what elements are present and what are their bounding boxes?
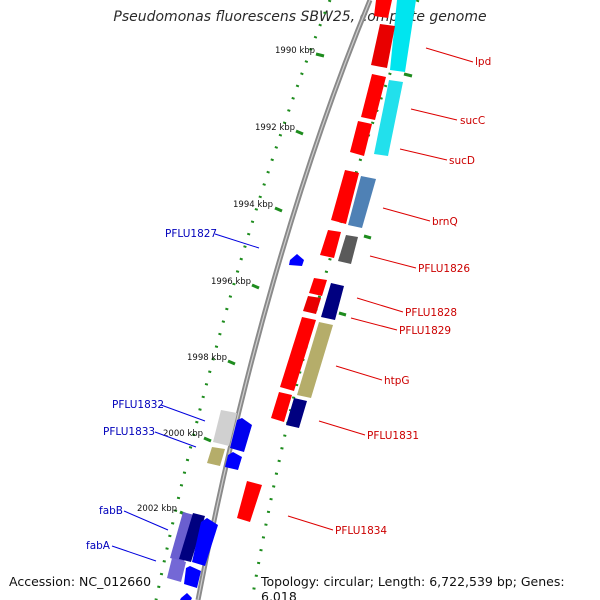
gene-box-fabB-2[interactable] <box>179 513 205 562</box>
gene-arrow-sucD[interactable] <box>350 121 372 156</box>
gene-arrow-PFLU1831[interactable] <box>271 392 292 422</box>
gene-labels-forward: lpd sucC sucD brnQ PFLU1826 PFLU1828 PFL… <box>335 56 491 537</box>
gene-arrow-PFLU1827[interactable] <box>289 254 304 266</box>
tick-ring-outer <box>250 0 420 600</box>
gene-box-brnQ[interactable] <box>348 176 376 228</box>
genome-backbone <box>195 0 373 600</box>
gene-label-PFLU1834[interactable]: PFLU1834 <box>335 525 387 537</box>
tick-label: 1994 kbp <box>233 200 273 210</box>
gene-arrow-PFLU1834[interactable] <box>237 481 262 522</box>
gene-label-brnQ[interactable]: brnQ <box>432 216 458 228</box>
gene-box-sucC[interactable] <box>374 80 403 156</box>
accession-label: Accession: NC_012660 <box>9 574 152 589</box>
gene-arrow-sucC[interactable] <box>361 74 386 120</box>
genome-backbone-highlight <box>197 0 371 600</box>
gene-label-sucD[interactable]: sucD <box>449 155 475 167</box>
gene-box-PFLU1828[interactable] <box>321 283 344 320</box>
gene-label-PFLU1826[interactable]: PFLU1826 <box>418 263 470 275</box>
label-leaders-reverse <box>111 233 260 562</box>
tick-label: 2000 kbp <box>163 429 203 439</box>
gene-label-PFLU1829[interactable]: PFLU1829 <box>399 325 451 337</box>
gene-label-lpd[interactable]: lpd <box>475 56 491 68</box>
gene-arrow-htpG[interactable] <box>280 317 316 391</box>
tick-label: 1990 kbp <box>275 46 315 56</box>
reverse-genes <box>167 254 304 600</box>
gene-label-fabA[interactable]: fabA <box>86 540 111 552</box>
gene-label-sucC[interactable]: sucC <box>460 115 485 127</box>
gene-arrow-PFLU1828[interactable] <box>309 278 327 296</box>
gene-label-PFLU1828[interactable]: PFLU1828 <box>405 307 457 319</box>
tick-label: 1992 kbp <box>255 123 295 133</box>
gene-box-fabA[interactable] <box>167 558 186 582</box>
gene-arrow-PFLU1833[interactable] <box>225 452 242 470</box>
gene-arrow-PFLU1829[interactable] <box>303 296 321 314</box>
tick-ring-inner <box>154 0 332 600</box>
gene-box-PFLU1832[interactable] <box>213 410 237 446</box>
gene-label-PFLU1831[interactable]: PFLU1831 <box>367 430 419 442</box>
topology-label: Topology: circular; Length: 6,722,539 bp… <box>261 574 600 600</box>
gene-box-PFLU1826[interactable] <box>338 235 358 264</box>
tick-label: 1996 kbp <box>211 277 251 287</box>
gene-arrow-brnQ[interactable] <box>331 170 359 224</box>
gene-label-PFLU1827[interactable]: PFLU1827 <box>165 228 217 240</box>
gene-arrow-PFLU1832[interactable] <box>230 418 252 452</box>
gene-labels-reverse: PFLU1827 PFLU1832 PFLU1833 fabB fabA <box>86 228 217 552</box>
map-title: Pseudomonas fluorescens SBW25, complete … <box>113 9 487 25</box>
tick-labels: 1990 kbp 1992 kbp 1994 kbp 1996 kbp 1998… <box>137 46 315 514</box>
gene-box-lpd[interactable] <box>390 0 416 72</box>
gene-arrow-PFLU1826[interactable] <box>320 230 341 258</box>
gene-box-PFLU1833[interactable] <box>207 447 225 466</box>
gene-arrow-fabB[interactable] <box>192 518 218 566</box>
gene-arrow-fabA[interactable] <box>184 566 201 588</box>
gene-label-PFLU1832[interactable]: PFLU1832 <box>112 399 164 411</box>
gene-arrow-lpd[interactable] <box>374 0 392 18</box>
gene-arrow-lpd-2[interactable] <box>371 24 395 68</box>
gene-label-htpG[interactable]: htpG <box>384 375 410 387</box>
tick-label: 2002 kbp <box>137 504 177 514</box>
gene-arrow-bottom[interactable] <box>180 593 192 600</box>
gene-label-fabB[interactable]: fabB <box>99 505 123 517</box>
label-leaders-forward <box>287 47 474 531</box>
tick-label: 1998 kbp <box>187 353 227 363</box>
gene-label-PFLU1833[interactable]: PFLU1833 <box>103 426 155 438</box>
scale-ticks <box>179 52 413 517</box>
gene-box-PFLU1831[interactable] <box>286 398 307 428</box>
gene-box-htpG[interactable] <box>297 322 333 398</box>
forward-genes <box>237 0 416 522</box>
